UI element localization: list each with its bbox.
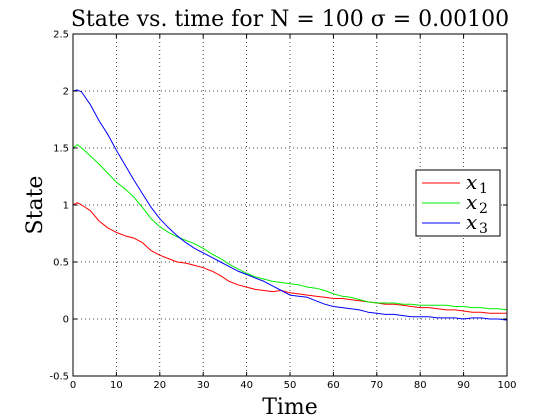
x-tick-label: 20: [153, 380, 166, 391]
x-tick-label: 100: [497, 380, 516, 391]
y-tick-label: 1.5: [53, 144, 69, 155]
x-tick-label: 50: [284, 380, 297, 391]
x-tick-label: 90: [457, 380, 470, 391]
x-tick-label: 0: [70, 380, 76, 391]
x-tick-label: 10: [110, 380, 123, 391]
legend-subscript-x2: 2: [479, 201, 488, 217]
legend: x 1x 2x 3: [416, 170, 500, 237]
chart-title: State vs. time for N = 100 σ = 0.00100: [71, 7, 509, 32]
y-tick-label: 0: [63, 315, 69, 326]
y-tick-label: 0.5: [53, 258, 69, 269]
y-tick-label: 2.5: [53, 30, 69, 41]
y-tick-label: 2: [63, 87, 69, 98]
legend-subscript-x3: 3: [479, 221, 488, 237]
y-axis-label: State: [23, 176, 48, 235]
x-tick-label: 30: [197, 380, 210, 391]
legend-subscript-x1: 1: [479, 181, 488, 197]
legend-label-x3: x: [466, 210, 477, 234]
x-tick-label: 60: [327, 380, 340, 391]
x-axis-label: Time: [262, 395, 318, 420]
x-tick-label: 80: [414, 380, 427, 391]
y-tick-label: 1: [63, 201, 69, 212]
y-tick-label: -0.5: [49, 372, 69, 383]
x-tick-label: 70: [370, 380, 383, 391]
x-tick-label: 40: [240, 380, 253, 391]
